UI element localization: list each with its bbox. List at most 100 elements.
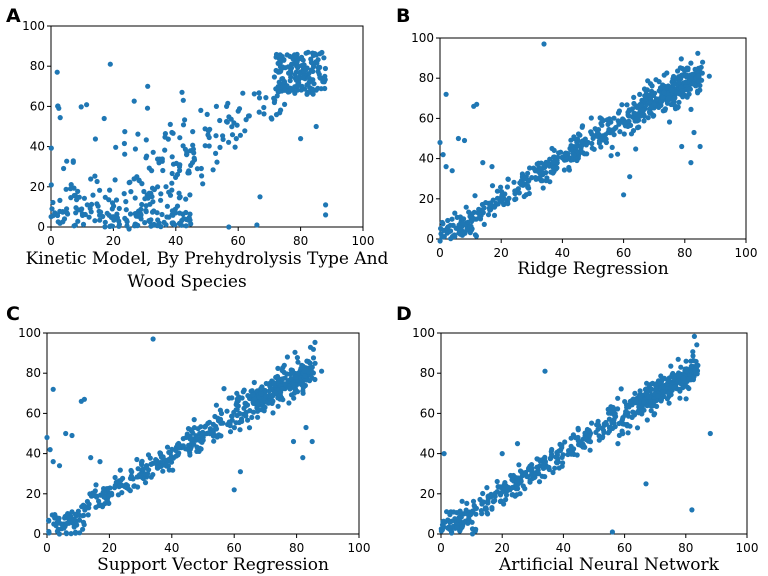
data-point-d-546 <box>686 376 692 382</box>
data-point-c-434 <box>167 456 173 462</box>
data-point-b-526 <box>697 82 703 89</box>
data-point-a-168 <box>276 89 282 95</box>
data-point-b-457 <box>541 162 548 168</box>
data-point-d-278 <box>550 469 556 476</box>
data-point-b-292 <box>608 153 614 159</box>
data-point-c-361 <box>128 473 134 479</box>
data-point-c-593 <box>68 531 74 537</box>
data-point-b-136 <box>454 214 460 220</box>
data-point-c-400 <box>112 482 118 489</box>
data-point-b-557 <box>653 96 660 102</box>
data-point-a-386 <box>124 217 130 223</box>
data-point-c-305 <box>229 395 235 401</box>
data-point-d-453 <box>505 484 511 490</box>
data-point-c-377 <box>191 417 197 423</box>
data-point-c-409 <box>235 398 241 404</box>
data-point-a-449 <box>60 219 66 225</box>
data-point-b-246 <box>695 50 701 56</box>
data-point-a-320 <box>81 195 87 201</box>
data-point-b-575 <box>689 71 696 77</box>
data-point-c-426 <box>142 480 149 486</box>
data-point-c-624 <box>44 434 50 441</box>
data-point-a-497 <box>145 83 151 89</box>
data-point-a-490 <box>68 182 74 188</box>
data-point-c-298 <box>307 378 313 384</box>
data-point-a-403 <box>183 209 189 216</box>
data-point-c-600 <box>46 517 52 523</box>
data-point-d-366 <box>557 448 563 454</box>
data-point-a-456 <box>162 134 168 140</box>
data-point-b-610 <box>460 220 466 226</box>
data-point-b-404 <box>491 204 498 210</box>
data-point-a-445 <box>100 213 106 220</box>
data-point-a-347 <box>150 222 156 228</box>
data-point-d-431 <box>553 454 559 460</box>
panel-label-c: C <box>6 303 20 325</box>
data-point-c-218 <box>312 376 318 383</box>
data-point-a-488 <box>176 190 182 196</box>
y-tick-label-a-2: 40 <box>30 140 45 154</box>
data-point-a-475 <box>180 97 186 103</box>
data-point-d-133 <box>517 468 524 474</box>
data-point-d-357 <box>606 425 613 431</box>
data-point-d-250 <box>562 439 568 445</box>
data-point-a-395 <box>52 210 58 216</box>
data-point-a-164 <box>288 87 294 93</box>
data-point-c-425 <box>291 390 297 396</box>
data-point-a-306 <box>183 223 189 229</box>
data-point-d-225 <box>615 406 621 412</box>
data-point-c-223 <box>221 386 227 392</box>
data-point-b-305 <box>538 178 544 184</box>
data-point-a-177 <box>256 95 263 101</box>
data-point-d-432 <box>693 358 699 365</box>
data-point-a-281 <box>180 122 187 128</box>
data-point-c-363 <box>166 449 172 455</box>
data-point-c-564 <box>289 370 295 376</box>
data-point-b-414 <box>592 133 598 139</box>
data-point-b-500 <box>656 79 662 85</box>
data-point-b-448 <box>568 147 574 153</box>
data-point-a-500 <box>213 103 219 109</box>
data-point-b-429 <box>561 167 568 173</box>
data-point-c-443 <box>237 410 243 417</box>
data-point-a-153 <box>285 64 291 70</box>
data-point-c-616 <box>71 516 77 523</box>
data-point-d-306 <box>486 493 492 499</box>
data-point-d-224 <box>485 500 491 506</box>
data-point-a-409 <box>163 222 169 228</box>
scatter-points-b <box>437 41 712 244</box>
data-point-c-234 <box>135 484 141 490</box>
data-point-a-423 <box>71 223 77 229</box>
data-point-a-278 <box>246 113 252 119</box>
data-point-c-566 <box>295 370 301 376</box>
data-point-a-478 <box>167 121 173 127</box>
data-point-d-493 <box>643 386 649 392</box>
data-point-d-572 <box>665 378 671 384</box>
data-point-b-254 <box>637 91 643 97</box>
data-point-a-194 <box>128 189 134 195</box>
data-point-c-627 <box>56 463 63 469</box>
data-point-a-382 <box>138 206 144 212</box>
data-point-d-593 <box>456 517 462 523</box>
data-point-c-432 <box>101 494 107 500</box>
data-point-a-138 <box>299 63 305 69</box>
data-point-a-504 <box>323 202 329 208</box>
data-point-b-614 <box>464 226 470 232</box>
data-point-d-221 <box>560 460 566 466</box>
data-point-a-401 <box>186 170 192 176</box>
data-point-a-312 <box>64 206 70 212</box>
data-point-d-372 <box>577 439 584 445</box>
data-point-a-506 <box>226 224 232 230</box>
data-point-b-587 <box>445 217 451 224</box>
x-tick-label-d-5: 100 <box>736 541 759 555</box>
data-point-a-283 <box>148 190 154 196</box>
data-point-d-300 <box>517 491 523 497</box>
data-point-a-269 <box>256 90 262 96</box>
data-point-b-371 <box>544 175 550 181</box>
data-point-b-483 <box>697 87 703 93</box>
data-point-b-320 <box>633 146 639 152</box>
data-point-c-587 <box>80 519 87 525</box>
data-point-d-263 <box>637 388 643 394</box>
x-tick-label-d-2: 40 <box>556 541 571 555</box>
data-point-c-324 <box>138 459 145 465</box>
